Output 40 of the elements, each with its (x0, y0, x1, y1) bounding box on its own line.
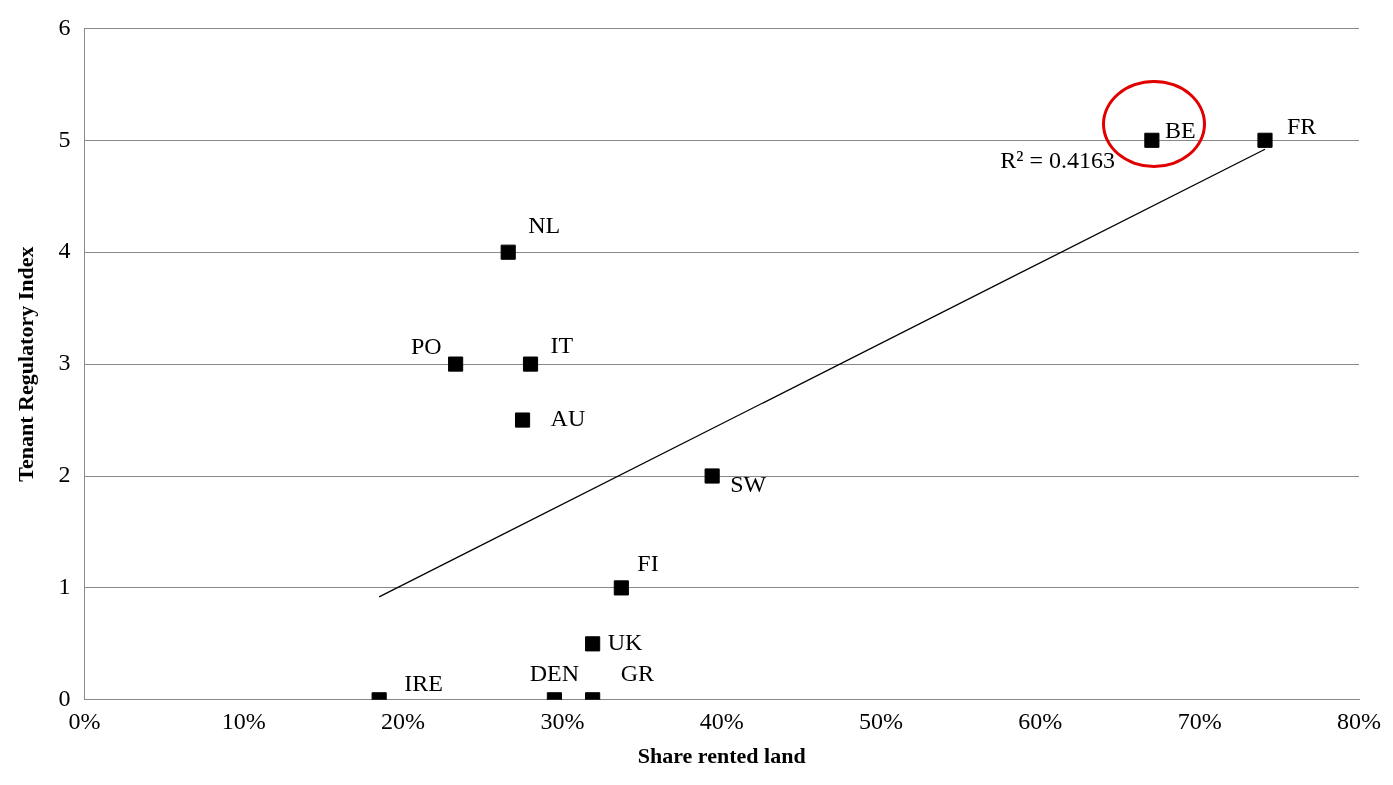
x-tick-label: 50% (859, 708, 904, 735)
point (514, 412, 531, 428)
x-tick-label: 20% (381, 708, 426, 735)
annotation: SW (730, 471, 767, 498)
y-tick-label: 6 (58, 13, 71, 40)
annotation: IRE (404, 670, 443, 697)
y-tick-label: 4 (58, 237, 71, 264)
annotation: DEN (529, 660, 580, 687)
annotation: IT (550, 332, 574, 359)
x-tick-label: 60% (1018, 708, 1063, 735)
point (1144, 132, 1160, 148)
point (1257, 132, 1273, 148)
x-tick-label: 30% (540, 708, 585, 735)
annotation: PO (410, 333, 442, 360)
y-axis-title: Tenant Regulatory Index (12, 246, 38, 482)
annotation: UK (607, 629, 643, 656)
annotation: GR (620, 660, 654, 687)
x-tick-label: 80% (1337, 708, 1381, 735)
point (704, 468, 720, 484)
x-tick-label: 40% (699, 708, 744, 735)
annotation: FR (1287, 112, 1317, 139)
y-tick-label: 1 (58, 573, 71, 600)
x-tick-label: 10% (221, 708, 266, 735)
y-tick-label: 2 (58, 461, 71, 488)
x-tick-label: 70% (1177, 708, 1222, 735)
y-tick-label: 5 (58, 125, 71, 152)
point (522, 356, 539, 372)
point (448, 356, 464, 372)
y-tick-label: 0 (58, 685, 71, 712)
annotation: NL (528, 212, 561, 239)
point (613, 580, 629, 596)
y-tick-label: 3 (58, 349, 71, 376)
x-tick-label: 0% (68, 708, 101, 735)
annotation: AU (550, 405, 586, 432)
x-axis-title: Share rented land (637, 743, 806, 769)
point (500, 244, 516, 260)
annotation: R² = 0.4163 (1000, 146, 1115, 173)
point (585, 636, 601, 652)
annotation: BE (1164, 116, 1196, 143)
annotation: FI (637, 550, 659, 577)
